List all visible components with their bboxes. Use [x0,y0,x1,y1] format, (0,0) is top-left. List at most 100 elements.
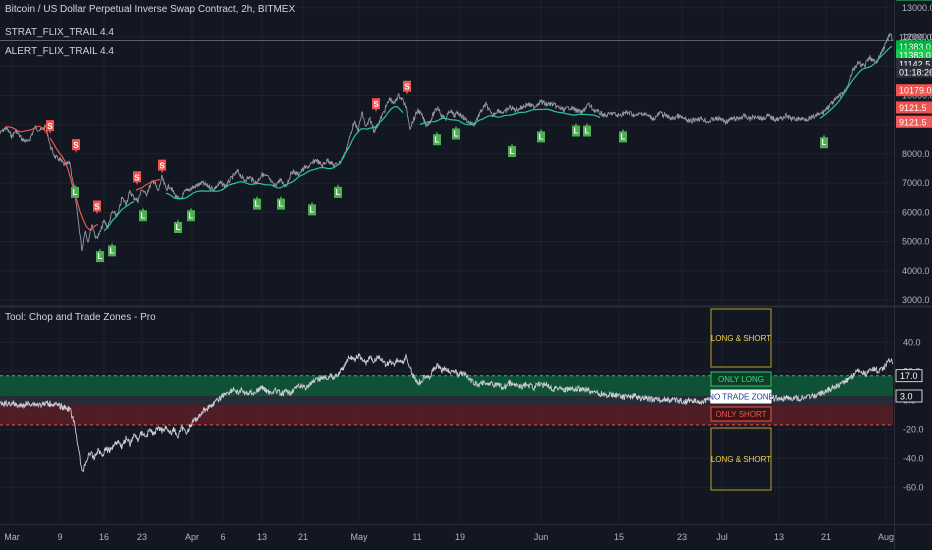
short-signal-marker[interactable]: S [133,171,141,186]
signal-label: S [73,141,79,150]
signal-label: S [94,202,100,211]
long-short-top-box: LONG & SHORT [710,308,772,368]
short-signal-marker[interactable]: S [372,98,380,113]
price-series-line[interactable] [0,32,894,252]
time-tick-label: 21 [298,532,308,542]
long-signal-marker[interactable]: L [253,195,261,210]
long-signal-marker[interactable]: L [187,207,195,222]
price-tag: 01:18:26 [896,65,932,78]
long-signal-marker[interactable]: L [139,207,147,222]
indicator-strat-label[interactable]: STRAT_FLIX_TRAIL 4.4 [5,27,114,38]
signal-label: L [822,138,827,147]
signal-label: L [176,223,181,232]
signal-label: L [310,205,315,214]
long-signal-marker[interactable]: L [619,128,627,143]
long-zone-band [0,375,893,396]
symbol-title: Bitcoin / US Dollar Perpetual Inverse Sw… [5,4,296,15]
price-tag-label: 11383.0 [899,42,931,52]
price-tick-label: 6000.0 [902,207,930,217]
long-signal-marker[interactable]: L [452,125,460,140]
price-tick-label: 5000.0 [902,237,930,247]
short-signal-marker[interactable]: S [158,159,166,174]
chop-tick-label: -40.0 [903,453,924,463]
short-signal-marker[interactable]: S [93,200,101,215]
price-tag: 13000.0 [896,0,932,1]
short-signal-marker[interactable]: S [403,80,411,95]
signal-label: L [621,132,626,141]
signal-label: L [189,211,194,220]
long-signal-marker[interactable]: L [508,142,516,157]
long-signal-marker[interactable]: L [820,134,828,149]
trail-stop-line [103,201,135,232]
time-tick-label: 19 [455,532,465,542]
long-short-top-box-label: LONG & SHORT [711,334,771,343]
price-tag: 10179.0 [896,84,932,97]
no-trade-zone-box: NO TRADE ZONE [708,389,774,404]
long-signal-marker[interactable]: L [334,183,342,198]
price-tick-label: 13000.0 [902,3,932,13]
time-tick-label: 13 [774,532,784,542]
chop-value-tag-label: 3.0 [900,392,913,402]
time-axis[interactable]: Mar 9 16 23 Apr 6 13 21 May 11 19 Jun 15 23 Jul 13 21 Aug [4,532,894,542]
time-tick-label: Apr [185,532,199,542]
signal-label: L [574,127,579,136]
only-short-box: ONLY SHORT [710,406,772,422]
time-tick-label: 11 [412,532,421,542]
time-tick-label: Aug [878,532,894,542]
time-tick-label: Jul [716,532,728,542]
time-tick-label: 9 [57,532,62,542]
signal-label: L [454,129,459,138]
long-signal-marker[interactable]: L [96,248,104,263]
signal-label: L [539,132,544,141]
long-signal-marker[interactable]: L [174,218,182,233]
only-long-box-label: ONLY LONG [718,375,764,384]
time-tick-label: 16 [99,532,109,542]
lower-pane-title[interactable]: Tool: Chop and Trade Zones - Pro [5,312,156,323]
long-signal-marker[interactable]: L [537,128,545,143]
signal-label: S [47,122,53,131]
long-signal-marker[interactable]: L [572,122,580,137]
only-long-box: ONLY LONG [710,371,772,387]
signal-label: L [73,188,78,197]
signal-label: L [255,200,260,209]
trail-stop-line [135,179,161,191]
no-trade-zone-band [0,396,893,405]
long-signal-marker[interactable]: L [308,201,316,216]
long-signal-marker[interactable]: L [108,242,116,257]
price-tag-label: 9121.5 [899,103,927,113]
trail-stop-line [819,45,893,119]
price-tag: 12000.0 [899,33,932,43]
price-tick-label: 8000.0 [902,149,930,159]
long-short-bottom-box: LONG & SHORT [710,427,772,491]
signal-label: L [98,252,103,261]
long-signal-marker[interactable]: L [433,131,441,146]
time-tick-label: 15 [614,532,624,542]
short-signal-marker[interactable]: S [46,120,54,135]
time-tick-label: Jun [534,532,549,542]
trail-stop-line [6,125,49,136]
price-tag-label: 10179.0 [899,86,932,96]
long-signal-marker[interactable]: L [583,122,591,137]
time-tick-label: 21 [821,532,831,542]
trail-stop-line [345,105,404,153]
price-tag-label: 11142.5 [899,59,930,69]
indicator-alert-label[interactable]: ALERT_FLIX_TRAIL 4.4 [5,46,114,57]
long-short-bottom-box-label: LONG & SHORT [711,455,771,464]
long-signal-marker[interactable]: L [71,183,79,198]
signal-label: L [585,127,590,136]
short-signal-marker[interactable]: S [72,139,80,154]
long-signal-marker[interactable]: L [277,195,285,210]
signal-label: L [110,246,115,255]
chop-value-tag: 17.0 [895,369,923,383]
signal-label: L [141,211,146,220]
chop-tick-label: -20.0 [903,424,924,434]
trail-stop-line [195,151,347,193]
trail-stop-line [165,191,197,200]
chop-tick-label: -60.0 [903,482,924,492]
chop-tick-label: 40.0 [903,337,921,347]
signal-label: S [404,83,410,92]
trail-stop-line [419,108,601,126]
